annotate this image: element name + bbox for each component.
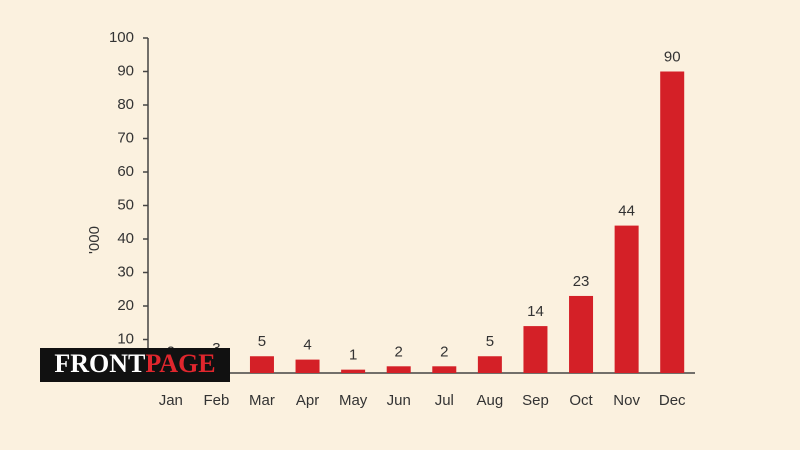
y-tick-label: 100 (109, 29, 134, 46)
y-tick-label: 60 (117, 163, 134, 180)
bar (477, 356, 502, 373)
x-tick-label: Sep (522, 392, 549, 409)
data-label: 4 (303, 337, 311, 354)
x-tick-label: May (339, 392, 368, 409)
x-tick-label: Aug (477, 392, 504, 409)
x-tick-label: Jan (159, 392, 183, 409)
bar (386, 366, 411, 373)
y-tick-label: 10 (117, 330, 134, 347)
y-tick-label: 30 (117, 263, 134, 280)
data-label: 2 (395, 343, 403, 360)
bar (341, 369, 366, 373)
data-label: 2 (440, 343, 448, 360)
data-label: 23 (573, 273, 590, 290)
bar (614, 225, 639, 373)
bar (295, 359, 320, 373)
data-label: 5 (258, 333, 266, 350)
logo-background (40, 348, 230, 382)
bar (660, 71, 685, 373)
data-label: 44 (618, 203, 635, 220)
bar (569, 295, 594, 373)
bar (432, 366, 457, 373)
x-tick-label: Nov (613, 392, 640, 409)
logo: FRONTPAGE (40, 348, 230, 382)
y-tick-label: 50 (117, 196, 134, 213)
data-label: 5 (486, 333, 494, 350)
x-tick-label: Jul (435, 392, 454, 409)
bar (249, 356, 274, 373)
y-tick-label: 70 (117, 129, 134, 146)
y-tick-label: 80 (117, 96, 134, 113)
x-tick-label: Jun (387, 392, 411, 409)
bar (523, 326, 548, 373)
logo-front: FRONT (54, 349, 145, 378)
data-label: 1 (349, 347, 357, 364)
x-tick-label: Dec (659, 392, 686, 409)
data-label: 90 (664, 48, 681, 65)
x-tick-label: Feb (203, 392, 229, 409)
y-tick-label: 20 (117, 297, 134, 314)
x-tick-label: Oct (569, 392, 593, 409)
y-axis-label: '000 (86, 226, 103, 254)
logo-page: PAGE (145, 349, 215, 378)
data-label: 14 (527, 303, 544, 320)
x-tick-label: Apr (296, 392, 319, 409)
x-tick-label: Mar (249, 392, 275, 409)
y-tick-label: 90 (117, 62, 134, 79)
y-tick-label: 40 (117, 230, 134, 247)
logo-text: FRONTPAGE (54, 349, 215, 378)
